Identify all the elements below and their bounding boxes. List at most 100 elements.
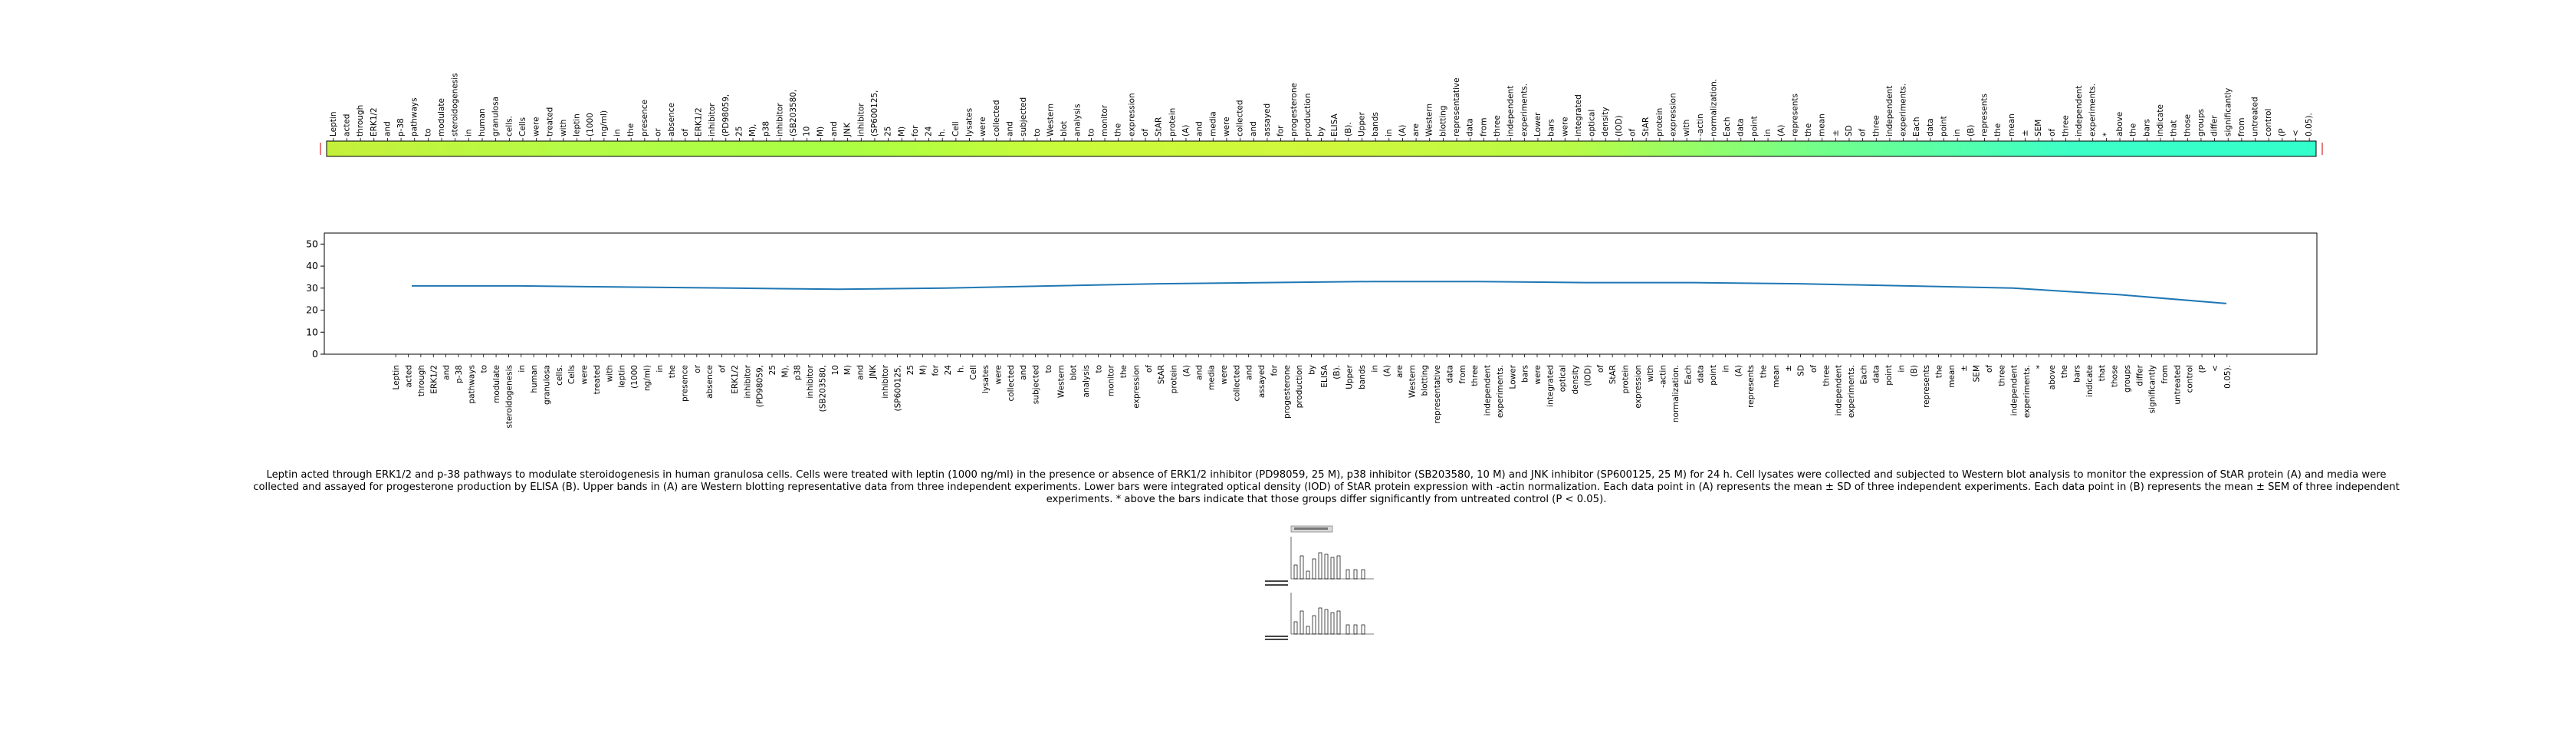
x-tick-label: p38 bbox=[794, 365, 803, 380]
x-tick-label: blot bbox=[1070, 365, 1079, 380]
x-tick-label: experiments. bbox=[1847, 365, 1856, 418]
strip-word-label: of bbox=[2048, 129, 2057, 136]
strip-word-label: subjected bbox=[1019, 97, 1028, 136]
strip-word-label: M) bbox=[816, 127, 825, 136]
series-line bbox=[412, 281, 2227, 304]
strip-word-label: point bbox=[1940, 116, 1949, 136]
strip-word-label: in bbox=[1385, 129, 1394, 136]
x-tick-label: experiments. bbox=[2022, 365, 2032, 418]
strip-word-label: inhibitor bbox=[856, 103, 866, 136]
strip-word-label: collected bbox=[1236, 100, 1245, 136]
strip-word-label: ERK1/2 bbox=[370, 107, 379, 136]
strip-word-label: Cell bbox=[951, 121, 961, 136]
x-tick-label: steroidogenesis bbox=[504, 365, 514, 429]
x-tick-label: granulosa bbox=[543, 365, 552, 405]
strip-word-label: 25 bbox=[884, 127, 893, 136]
x-tick-label: were bbox=[1220, 365, 1229, 385]
strip-word-label: granulosa bbox=[491, 97, 501, 136]
strip-word-label: of bbox=[681, 129, 690, 136]
strip-word-label: expression bbox=[1127, 93, 1136, 136]
strip-word-label: with bbox=[1682, 120, 1691, 136]
x-tick-label: (B) bbox=[1910, 365, 1919, 376]
x-tick-label: 25 bbox=[768, 365, 777, 375]
x-tick-label: cells. bbox=[555, 365, 564, 386]
strip-word-label: (A) bbox=[1181, 125, 1191, 136]
strip-word-label: and bbox=[1249, 121, 1258, 136]
x-tick-label: * bbox=[2035, 365, 2044, 369]
strip-word-label: normalization. bbox=[1709, 79, 1718, 136]
strip-word-label: cells. bbox=[504, 116, 514, 136]
strip-word-label: (SP600125, bbox=[870, 90, 879, 136]
strip-word-label: h. bbox=[938, 129, 947, 136]
strip-word-label: density bbox=[1601, 107, 1610, 137]
x-tick-label: pathways bbox=[467, 365, 476, 404]
strip-word-label: Lower bbox=[1533, 112, 1543, 136]
strip-word-label: of bbox=[1141, 129, 1150, 136]
strip-word-label: 25 bbox=[734, 127, 744, 136]
strip-word-label: assayed bbox=[1263, 104, 1272, 136]
x-tick-label: Upper bbox=[1346, 364, 1355, 389]
strip-word-label: media bbox=[1208, 111, 1217, 136]
x-tick-label: bars bbox=[2072, 365, 2082, 383]
x-tick-label: indicate bbox=[2085, 365, 2095, 397]
x-tick-label: Western bbox=[1408, 365, 1417, 398]
strip-word-label: experiments. bbox=[1520, 84, 1529, 136]
x-tick-label: treated bbox=[593, 365, 602, 394]
strip-word-label: are bbox=[1411, 123, 1421, 136]
strip-word-label: the bbox=[626, 123, 636, 136]
strip-word-label: those bbox=[2183, 114, 2192, 136]
y-tick-label: 20 bbox=[306, 304, 318, 316]
strip-word-label: Upper bbox=[1357, 112, 1366, 136]
strip-word-label: (SB203580, bbox=[789, 90, 798, 136]
x-tick-label: differ bbox=[2135, 364, 2144, 386]
strip-word-label: modulate bbox=[437, 98, 446, 136]
strip-word-label: three bbox=[1871, 115, 1881, 136]
x-tick-label: progesterone bbox=[1283, 365, 1292, 419]
x-tick-label: to bbox=[480, 365, 489, 373]
x-tick-label: experiments. bbox=[1496, 365, 1505, 418]
y-tick-label: 40 bbox=[306, 260, 318, 271]
x-tick-label: monitor bbox=[1107, 364, 1116, 396]
x-tick-label: and bbox=[1194, 365, 1204, 380]
x-tick-label: 24 bbox=[944, 365, 953, 376]
x-tick-label: three bbox=[1997, 365, 2006, 386]
x-tick-label: ERK1/2 bbox=[429, 365, 439, 394]
strip-word-label: were bbox=[1222, 117, 1231, 136]
x-tick-label: in bbox=[1370, 365, 1379, 373]
x-tick-label: point bbox=[1709, 365, 1718, 386]
x-tick-label: 25 bbox=[906, 365, 915, 375]
strip-word-label: production bbox=[1303, 94, 1313, 136]
x-tick-label: expression bbox=[1634, 365, 1643, 409]
x-tick-label: (1000 bbox=[630, 365, 639, 389]
strip-word-label: experiments. bbox=[2088, 84, 2098, 136]
x-tick-label: three bbox=[1822, 365, 1831, 386]
strip-word-label: in bbox=[1953, 129, 1962, 136]
attention-strip bbox=[326, 140, 2317, 157]
x-tick-label: mean bbox=[1947, 365, 1957, 388]
x-tick-label: that bbox=[2098, 365, 2107, 381]
x-tick-label: expression bbox=[1132, 365, 1141, 409]
strip-word-label: groups bbox=[2196, 109, 2206, 136]
strip-word-label: blotting bbox=[1438, 106, 1447, 136]
strip-word-label: monitor bbox=[1100, 104, 1109, 136]
strip-word-label: (B) bbox=[1967, 125, 1976, 136]
strip-word-label: or bbox=[654, 128, 663, 136]
x-tick-label: blotting bbox=[1421, 365, 1430, 396]
x-tick-label: through bbox=[417, 365, 426, 396]
strip-word-label: and bbox=[383, 121, 392, 136]
strip-word-label: of bbox=[1628, 129, 1638, 136]
strip-word-label: representative bbox=[1452, 77, 1461, 136]
strip-word-label: leptin bbox=[573, 113, 582, 136]
strip-word-label: through bbox=[356, 105, 365, 136]
x-tick-label: mean bbox=[1772, 365, 1781, 388]
x-tick-label: density bbox=[1571, 365, 1580, 395]
strip-word-label: Western bbox=[1425, 104, 1434, 136]
strip-word-label: SEM bbox=[2034, 120, 2043, 136]
x-tick-label: leptin bbox=[618, 365, 627, 388]
x-tick-label: media bbox=[1208, 365, 1217, 390]
strip-word-label: Each bbox=[1723, 117, 1732, 137]
strip-word-label: (A) bbox=[1398, 125, 1407, 136]
strip-word-label: from bbox=[1479, 118, 1488, 136]
x-tick-label: p-38 bbox=[455, 365, 464, 383]
